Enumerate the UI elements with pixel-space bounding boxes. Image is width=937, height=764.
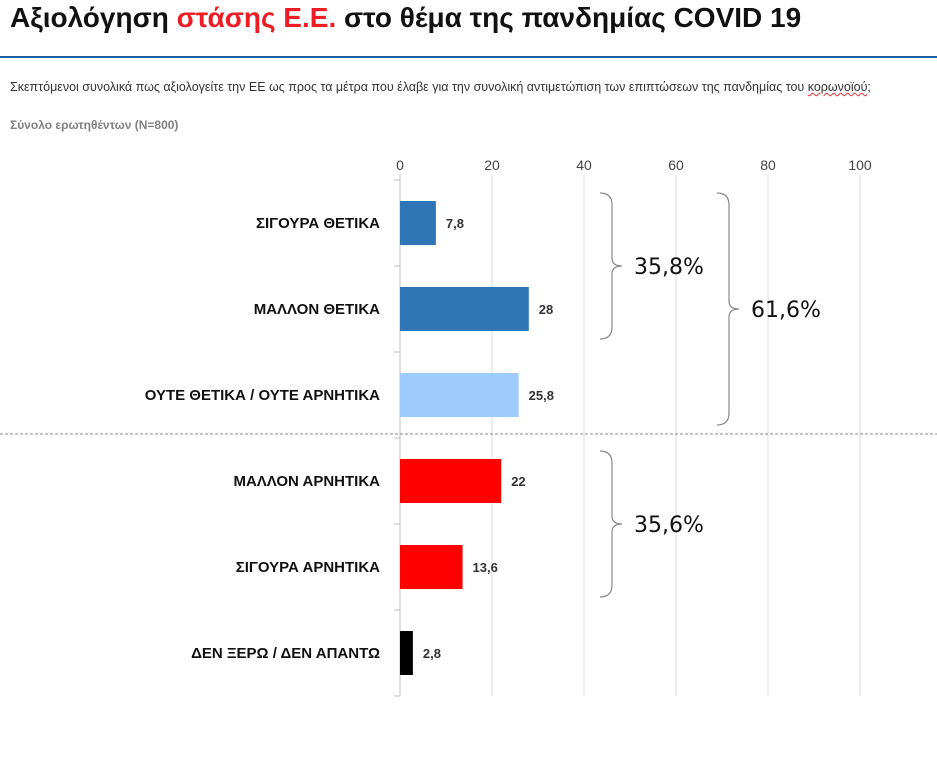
bar <box>400 545 463 589</box>
title-part2: στο θέμα της πανδημίας COVID 19 <box>336 2 802 33</box>
x-tick-label: 100 <box>848 157 872 173</box>
category-label: ΟΥΤΕ ΘΕΤΙΚΑ / ΟΥΤΕ ΑΡΝΗΤΙΚΑ <box>145 387 380 404</box>
group-0-label: 35,8% <box>634 255 704 280</box>
x-tick-label: 60 <box>668 157 684 173</box>
question-text: Σκεπτόμενοι συνολικά πως αξιολογείτε την… <box>10 80 808 94</box>
bar <box>400 287 529 331</box>
category-label: ΜΑΛΛΟΝ ΑΡΝΗΤΙΚΑ <box>233 473 380 490</box>
category-label: ΣΙΓΟΥΡΑ ΘΕΤΙΚΑ <box>256 215 380 232</box>
data-label: 22 <box>511 474 525 489</box>
group-0-brace <box>599 192 623 340</box>
bar-chart: 0 20 40 60 80 100 ΣΙΓΟΥΡΑ ΘΕΤΙΚΑ 7,8 ΜΑΛΛΟΝ ΘΕΤΙ… <box>0 157 937 697</box>
title-part1: Αξιολόγηση <box>10 2 177 33</box>
data-label: 2,8 <box>423 646 441 661</box>
page-title: Αξιολόγηση στάσης Ε.Ε. στο θέμα της πανδ… <box>10 2 801 34</box>
group-2-label: 35,6% <box>634 513 704 538</box>
survey-question: Σκεπτόμενοι συνολικά πως αξιολογείτε την… <box>10 79 932 96</box>
group-1-label: 61,6% <box>751 298 821 323</box>
bar <box>400 201 436 245</box>
group-2-brace <box>599 450 623 598</box>
data-label: 25,8 <box>529 388 554 403</box>
bar <box>400 631 413 675</box>
bar <box>400 459 502 503</box>
data-label: 28 <box>539 302 553 317</box>
x-tick-label: 80 <box>760 157 776 173</box>
data-label: 7,8 <box>446 216 464 231</box>
group-1-brace <box>716 192 740 426</box>
question-end: ; <box>867 80 871 94</box>
title-rule <box>0 56 937 58</box>
x-tick-label: 40 <box>576 157 592 173</box>
base-note: Σύνολο ερωτηθέντων (Ν=800) <box>10 118 179 132</box>
category-label: ΜΑΛΛΟΝ ΘΕΤΙΚΑ <box>254 301 380 318</box>
question-underlined: κορωνοϊού <box>807 80 868 94</box>
category-label: ΔΕΝ ΞΕΡΩ / ΔΕΝ ΑΠΑΝΤΩ <box>191 645 380 662</box>
x-tick-label: 0 <box>396 157 404 173</box>
data-label: 13,6 <box>473 560 498 575</box>
bar <box>400 373 519 417</box>
category-label: ΣΙΓΟΥΡΑ ΑΡΝΗΤΙΚΑ <box>236 559 380 576</box>
x-tick-label: 20 <box>484 157 500 173</box>
title-highlight: στάσης Ε.Ε. <box>176 2 337 33</box>
